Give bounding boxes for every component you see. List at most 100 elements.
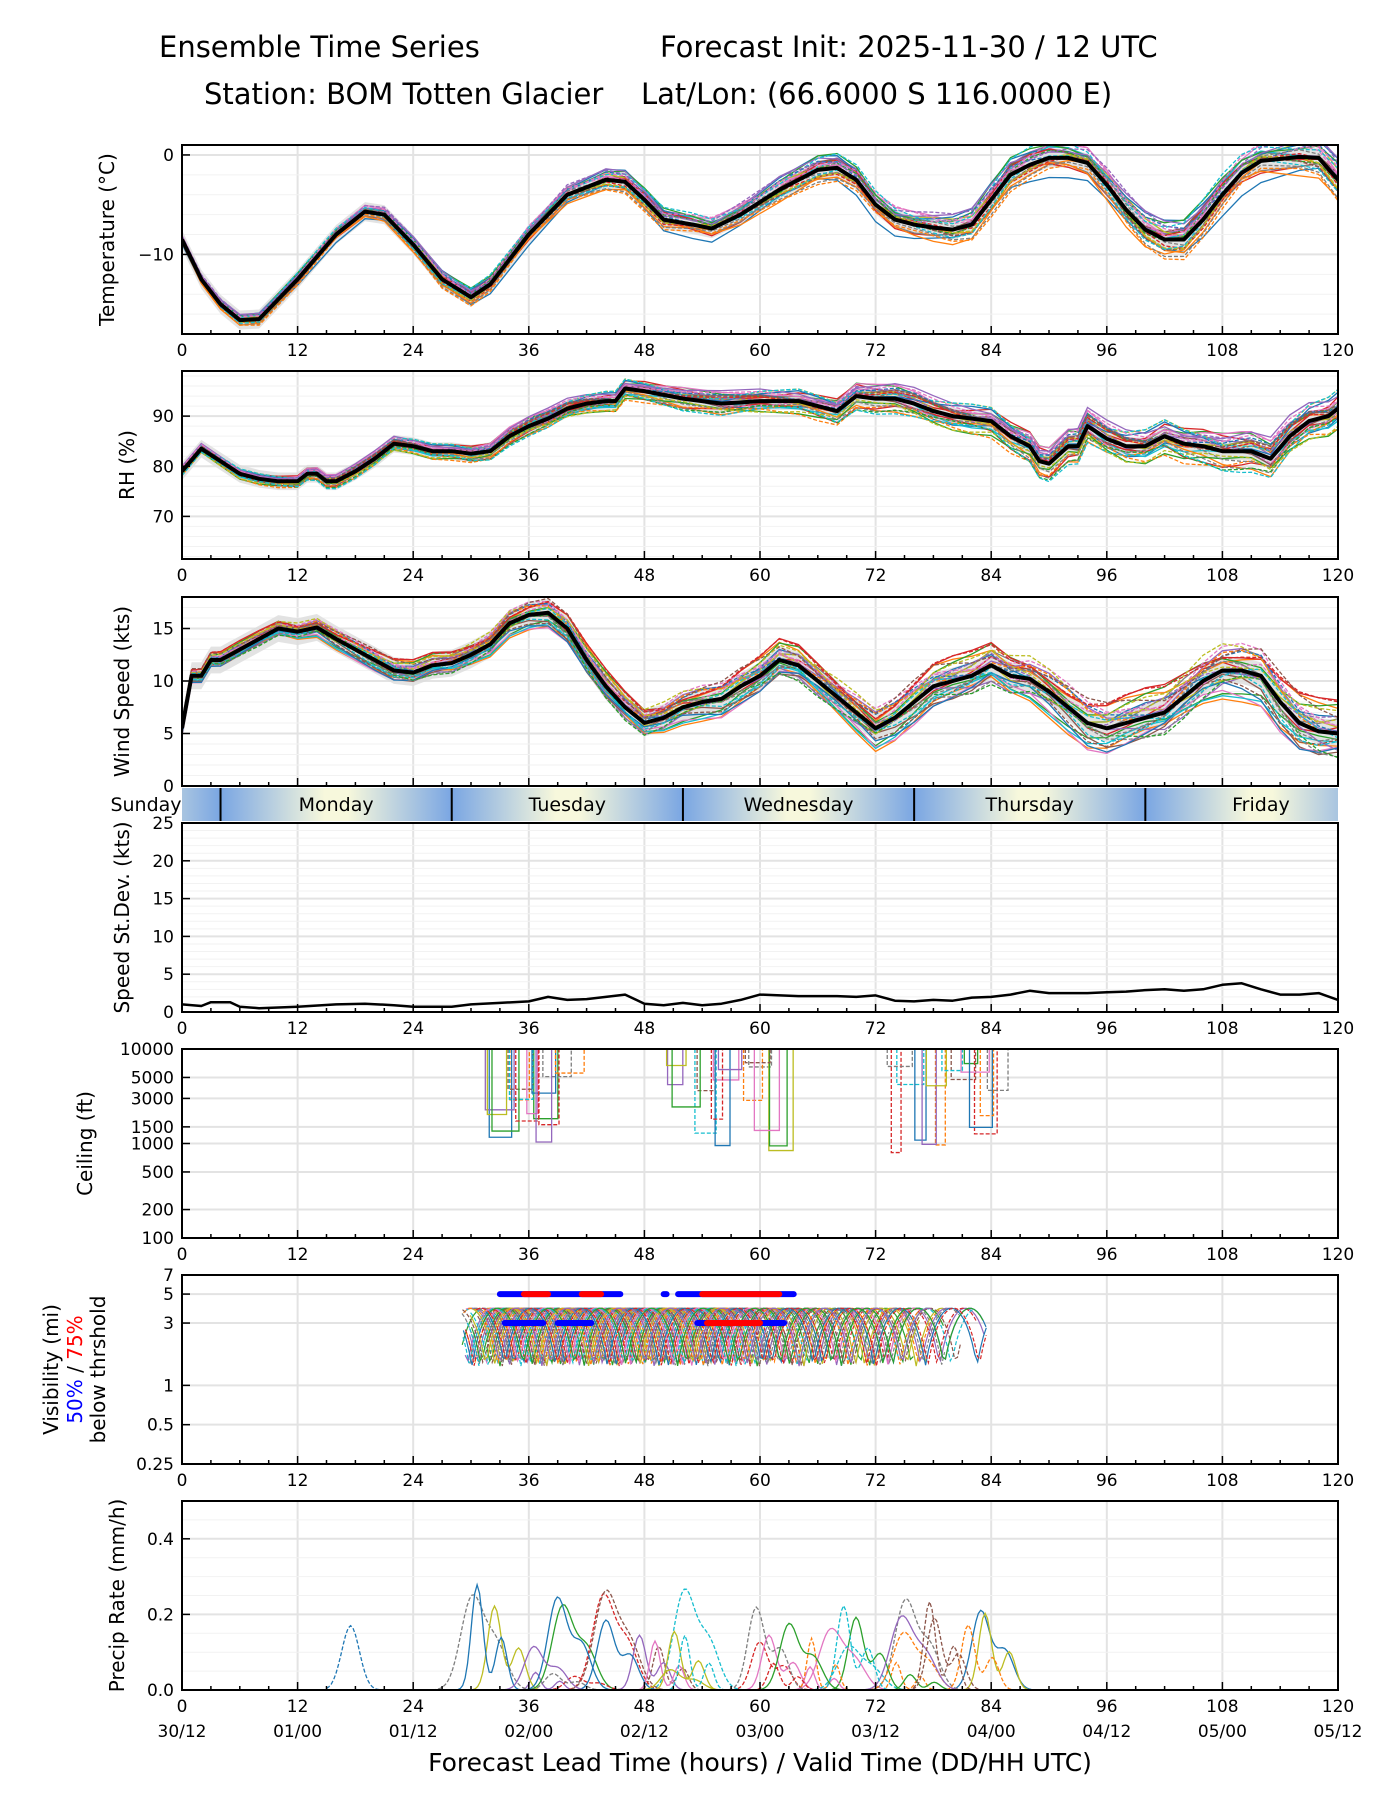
member-line [715, 1662, 832, 1690]
member-line [498, 1307, 933, 1367]
member-line [491, 1049, 520, 1132]
member-line [182, 604, 1338, 726]
member-line [934, 1049, 946, 1146]
member-line [486, 1049, 508, 1116]
x-tick-label: 84 [980, 1245, 1002, 1265]
x-tick-label: 0 [177, 1697, 188, 1717]
x-tick-label: 0 [177, 1245, 188, 1265]
day-segment [1145, 788, 1338, 821]
y-tick-label: 100 [142, 1229, 174, 1249]
y-tick-label: 0.2 [147, 1605, 174, 1625]
panel-visibility: 0 12 24 36 48 60 72 84 96 108 120 0.25 0.5 1 3 57 Visibi… [39, 1266, 1354, 1491]
y-tick-label: 80 [152, 457, 174, 477]
x-tick-label: 120 [1322, 341, 1354, 361]
member-line [419, 1582, 535, 1690]
member-line [927, 1611, 1043, 1690]
y-tick-label: 15 [152, 620, 174, 640]
member-line [847, 1598, 964, 1690]
x-tick-label-valid-time: 01/00 [273, 1722, 322, 1742]
x-tick-label: 24 [402, 341, 424, 361]
mean-line [182, 982, 1338, 1010]
panel-speed_stdev: 0 12 24 36 48 60 72 84 96 108 120 0 5 10 15 20 25 Speed S… [110, 814, 1354, 1039]
station-label: Station: BOM Totten Glacier [204, 77, 604, 111]
x-tick-label-valid-time: 04/00 [967, 1722, 1016, 1742]
x-tick-label: 96 [1096, 1697, 1118, 1717]
y-tick-label: 0 [163, 777, 174, 797]
latlon-label: Lat/Lon: (66.6000 S 116.0000 E) [641, 77, 1113, 111]
y-tick-label: 0.5 [147, 1416, 174, 1436]
ensemble-members [484, 1049, 1009, 1154]
y-tick-label: 10000 [120, 1040, 174, 1060]
member-line [526, 1049, 539, 1115]
member-line [968, 1049, 994, 1129]
member-line [182, 627, 1338, 755]
y-tick-label: 1 [163, 1376, 174, 1396]
member-line [182, 607, 1338, 728]
x-tick-label: 120 [1322, 1019, 1354, 1039]
y-axis-label: Wind Speed (kts) [110, 606, 134, 777]
mean-line [182, 154, 1338, 323]
member-line [508, 1049, 534, 1100]
x-tick-label-valid-time: 05/12 [1314, 1722, 1363, 1742]
x-tick-label: 96 [1096, 1471, 1118, 1491]
member-line [731, 1622, 847, 1690]
y-tick-label: 25 [152, 814, 174, 834]
member-line [950, 1049, 977, 1081]
member-line [871, 1599, 988, 1690]
x-tick-label: 36 [518, 1471, 540, 1491]
panel-precip: 0 30/12 12 01/00 24 01/12 36 02/00 48 02/12 60 03/0… [105, 1499, 1363, 1777]
member-line [612, 1669, 728, 1690]
y-tick-label: 5 [163, 965, 174, 985]
x-tick-label: 60 [749, 1697, 771, 1717]
x-tick-label: 60 [749, 1245, 771, 1265]
x-tick-label: 24 [402, 1471, 424, 1491]
day-segment [451, 788, 683, 821]
member-line [182, 382, 1338, 480]
mean-line [182, 610, 1338, 736]
x-tick-label: 12 [287, 566, 309, 586]
member-line [666, 1049, 684, 1086]
member-line [876, 1616, 993, 1690]
day-segment [682, 788, 915, 821]
y-axis-label-threshold: below thrshold [86, 1296, 110, 1444]
x-tick-label: 36 [518, 1245, 540, 1265]
member-line [480, 1307, 949, 1365]
member-line [698, 1606, 814, 1690]
member-line [748, 1049, 773, 1068]
y-tick-label: 500 [142, 1163, 174, 1183]
member-line [798, 1616, 914, 1690]
y-axis-label-percent: 50% / 75% [63, 1315, 87, 1423]
member-line [922, 1609, 1039, 1690]
x-tick-label: 12 [287, 1019, 309, 1039]
x-axis-label: Forecast Lead Time (hours) / Valid Time … [428, 1748, 1092, 1777]
x-tick-label: 12 [287, 1697, 309, 1717]
x-tick-label-valid-time: 30/12 [158, 1722, 207, 1742]
member-line [979, 1049, 995, 1117]
ensemble-members [182, 378, 1338, 491]
member-line [436, 1604, 553, 1690]
member-line [182, 145, 1338, 319]
member-line [986, 1049, 1009, 1092]
member-line [480, 1307, 912, 1367]
day-segment [220, 788, 452, 821]
y-axis-label: Speed St.Dev. (kts) [110, 821, 134, 1013]
y-tick-label: −10 [138, 245, 174, 265]
x-tick-label: 108 [1206, 566, 1238, 586]
x-tick-label-valid-time: 01/12 [389, 1722, 438, 1742]
y-tick-label: 5 [163, 1285, 174, 1305]
y-tick-label: 1000 [131, 1135, 174, 1155]
member-line [535, 1049, 553, 1143]
x-tick-label: 48 [634, 1245, 656, 1265]
x-tick-label: 108 [1206, 1019, 1238, 1039]
x-tick-label: 36 [518, 1697, 540, 1717]
member-line [671, 1049, 701, 1108]
y-tick-label: 0.0 [147, 1681, 174, 1701]
x-tick-label: 72 [865, 1697, 887, 1717]
ensemble-members [326, 1582, 1043, 1690]
member-line [182, 145, 1338, 316]
member-line [495, 1672, 611, 1690]
x-tick-label: 48 [634, 1697, 656, 1717]
y-tick-label: 20 [152, 852, 174, 872]
member-line [516, 1675, 633, 1690]
x-tick-label: 24 [402, 1245, 424, 1265]
